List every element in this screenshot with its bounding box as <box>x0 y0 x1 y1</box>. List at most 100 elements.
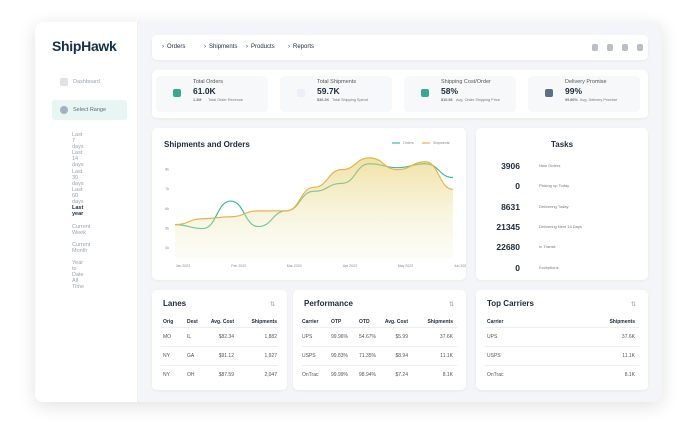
column-header: Orig <box>163 319 174 325</box>
task-count[interactable]: 0 <box>515 262 520 273</box>
performance-card: Performance ⇅ Carrier OTP OTD Avg. Cost Shipme… <box>293 290 466 390</box>
column-header: Carrier <box>302 319 319 325</box>
divider <box>302 365 457 366</box>
y-tick-label: 8k <box>165 168 169 172</box>
task-label: Picking up Today <box>539 183 570 189</box>
table-cell: 99.83% <box>331 353 348 359</box>
range-option[interactable]: Last year <box>72 205 84 218</box>
top-bar: › Orders › Shipments › Products › Reports <box>152 35 648 60</box>
nav-link[interactable]: Orders <box>167 44 186 50</box>
table-cell: 11.1K <box>622 353 635 359</box>
kpi-icon <box>173 89 181 97</box>
table-cell: 8.1K <box>442 372 453 378</box>
table-cell: OH <box>187 372 195 378</box>
tasks-title: Tasks <box>550 140 574 149</box>
kpi-sub-label: Total Order Revenue <box>208 98 244 102</box>
column-header: Shipments <box>427 319 453 325</box>
kpi-sub-value: 1.3M <box>193 98 202 102</box>
toolbar-icon[interactable] <box>592 44 598 51</box>
nav-link[interactable]: Reports <box>293 44 315 50</box>
range-option[interactable]: Last 14 days <box>72 150 84 169</box>
x-tick-label: Mar 2023 <box>287 264 302 268</box>
divider <box>485 346 639 347</box>
table-cell: 98.94% <box>359 372 376 378</box>
icon <box>60 106 68 114</box>
divider <box>161 346 278 347</box>
chart-title: Shipments and Orders <box>164 140 250 149</box>
column-header: Shipments <box>251 319 277 325</box>
sort-icon[interactable]: ⇅ <box>448 302 454 308</box>
kpi-icon <box>421 89 429 97</box>
task-count[interactable]: 22680 <box>496 242 520 253</box>
range-option[interactable]: Last 7 days <box>72 132 84 150</box>
table-cell: USPS <box>487 353 501 359</box>
toolbar-icon[interactable] <box>607 44 613 51</box>
table-cell: $7.24 <box>395 372 408 378</box>
chevron: › <box>288 44 290 50</box>
toolbar-icon[interactable] <box>622 44 628 51</box>
divider <box>161 365 278 366</box>
sort-icon[interactable]: ⇅ <box>630 302 636 308</box>
table-cell: $82.34 <box>218 334 234 340</box>
task-label: In Transit <box>539 244 556 250</box>
kpi-sub-label: Total Shipping Spend <box>332 98 368 102</box>
column-header: OTP <box>331 319 342 325</box>
chart-card: Shipments and Orders 4k 5k 6k 7k 8k Jan 2023 F… <box>152 128 468 280</box>
range-option[interactable]: Current Week <box>72 223 91 236</box>
logo: ShipHawk <box>52 38 117 54</box>
table-cell: 8.1K <box>624 372 635 378</box>
y-tick-label: 4k <box>165 246 169 250</box>
table-cell: 37.6K <box>621 334 635 340</box>
legend-label: Shipments <box>433 141 450 145</box>
task-count[interactable]: 3906 <box>501 161 520 171</box>
table-cell: OnTrac <box>487 372 504 378</box>
table-cell: MO <box>163 334 172 340</box>
table-cell: USPS <box>302 353 316 359</box>
table-cell: UPS <box>487 334 498 340</box>
divider <box>485 365 639 366</box>
range-option[interactable]: Last 30 days <box>72 168 84 187</box>
range-option[interactable]: Last 60 days <box>72 186 84 205</box>
carriers-card: Top Carriers ⇅ Carrier Shipments UPS 37.6K USP… <box>476 290 648 390</box>
legend-label: Orders <box>403 141 414 145</box>
kpi-value: 58% <box>441 86 459 96</box>
kpi-sub-value: $10.56 <box>441 98 453 102</box>
task-count[interactable]: 0 <box>515 181 520 192</box>
y-tick-label: 5k <box>165 226 169 230</box>
chart: Shipments and Orders 4k 5k 6k 7k 8k Jan 2023 F… <box>164 140 468 268</box>
table-cell: $5.99 <box>395 334 408 340</box>
chevron: › <box>204 44 206 50</box>
column-header: Shipments <box>609 319 635 325</box>
y-tick-label: 7k <box>165 187 169 191</box>
kpi-value: 99% <box>565 86 583 96</box>
table-cell: 71.35% <box>359 353 376 359</box>
sidebar: ShipHawk Dashboard Select Range Last 7 d… <box>35 22 138 402</box>
sort-icon[interactable]: ⇅ <box>269 302 275 308</box>
task-count[interactable]: 8631 <box>501 201 520 212</box>
range-option[interactable]: All Time <box>72 278 85 291</box>
kpi-sub-label: Avg. Delivery Promise <box>580 98 618 102</box>
task-count[interactable]: 21345 <box>496 221 520 232</box>
nav-link[interactable]: Shipments <box>209 44 238 50</box>
x-tick-label: Jan 2023 <box>176 264 190 268</box>
card-title: Top Carriers <box>487 299 534 308</box>
kpi-bar: Total Orders 61.0K 1.3M Total Order Revenue… <box>152 70 648 118</box>
range-option[interactable]: Current Month <box>72 241 91 254</box>
table-cell: 99.96% <box>331 334 348 340</box>
menu-item[interactable]: Select Range <box>73 107 107 113</box>
column-header: Carrier <box>487 319 504 325</box>
line <box>174 157 454 226</box>
column-header: OTD <box>359 319 370 325</box>
active-menu[interactable] <box>52 100 127 120</box>
table-cell: 54.67% <box>359 334 376 340</box>
task-label: New Orders <box>539 163 561 168</box>
table-cell: 37.6K <box>439 334 453 340</box>
app-window: ShipHawk Dashboard Select Range Last 7 d… <box>35 22 662 402</box>
card-title: Performance <box>304 299 353 308</box>
menu-item[interactable]: Dashboard <box>73 79 100 85</box>
range-option[interactable]: Year to Date <box>72 260 84 279</box>
toolbar-icon[interactable] <box>637 44 643 51</box>
kpi-label: Shipping Cost/Order <box>441 79 491 85</box>
nav-link[interactable]: Products <box>251 44 275 50</box>
